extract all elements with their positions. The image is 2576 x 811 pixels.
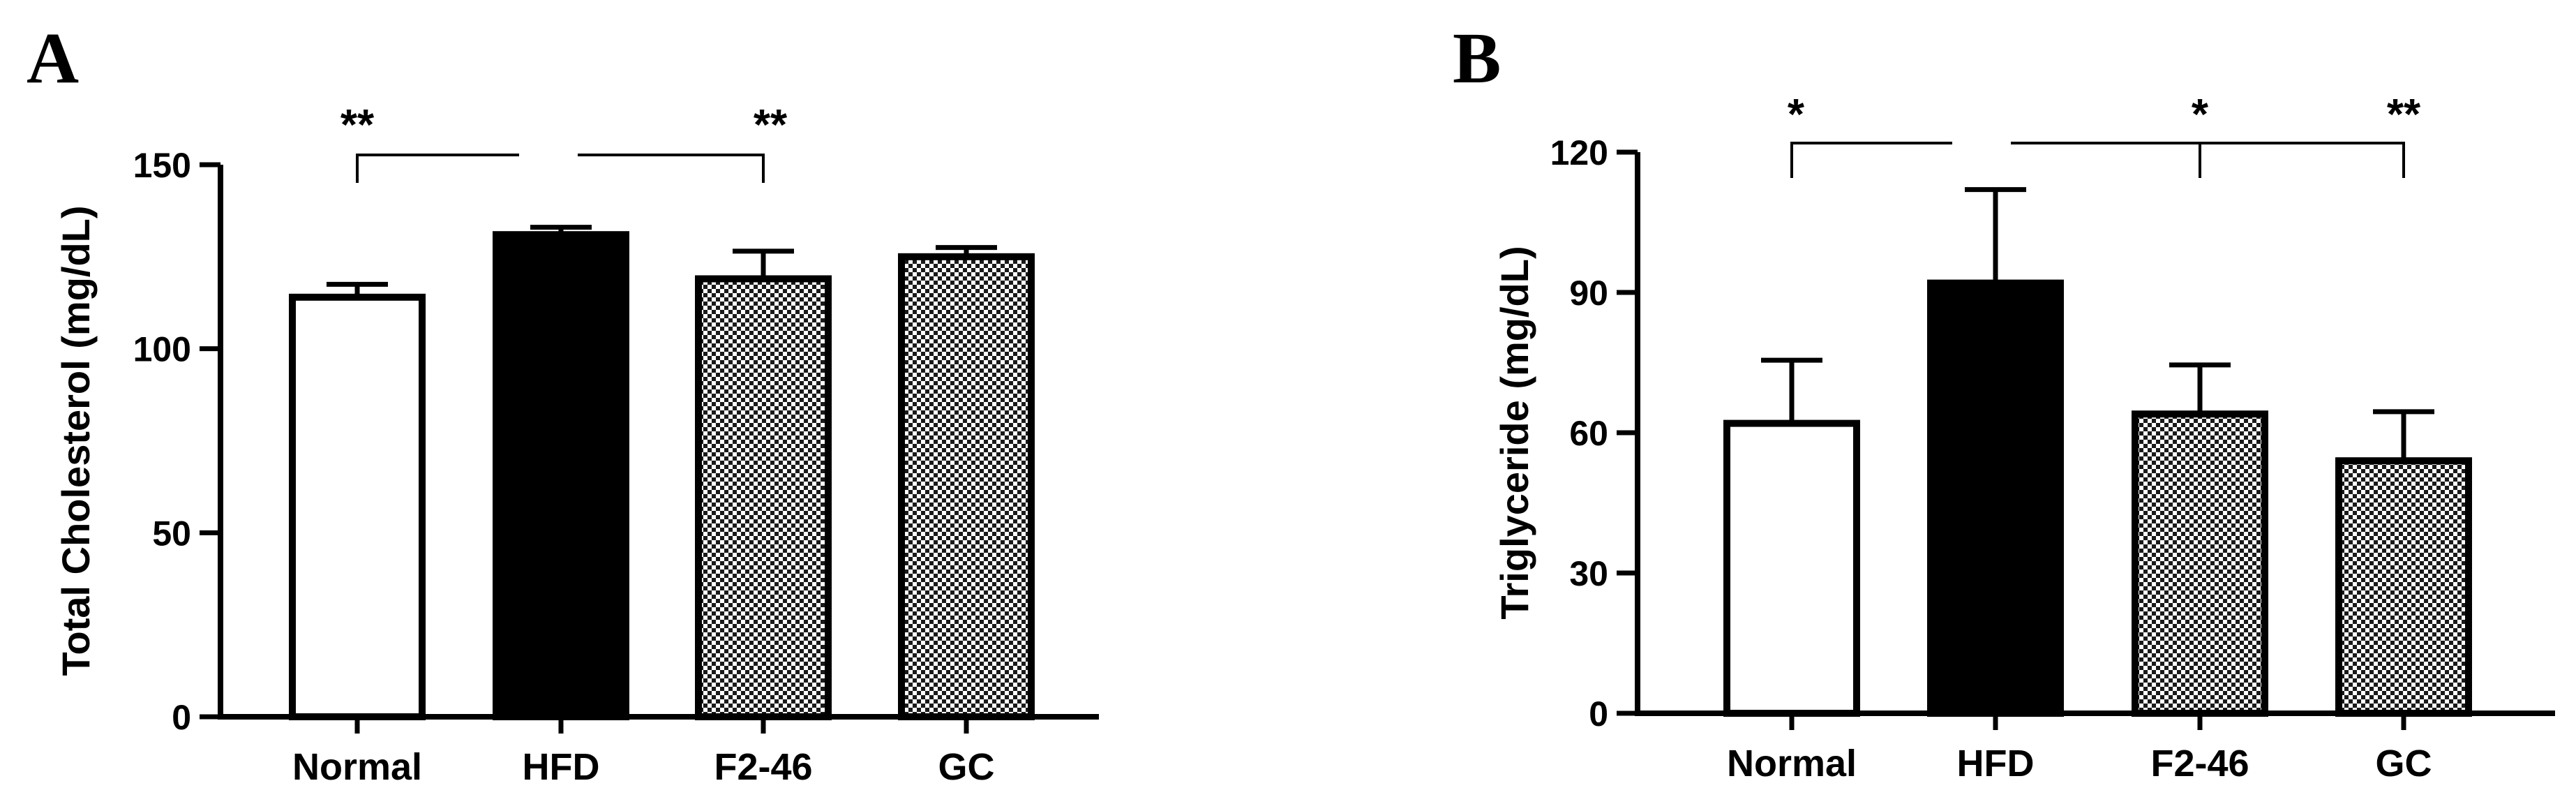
panel-b-y-tick-label-0: 0 (1589, 694, 1608, 734)
panel-b-y-tick-label-3: 90 (1569, 274, 1608, 313)
panel-b-bar-3 (2335, 457, 2472, 717)
panel-a-y-tick-label-3: 150 (133, 146, 191, 185)
panel-b-bar-0 (1723, 419, 1860, 717)
panel-a-y-tick-label-2: 100 (133, 330, 191, 369)
panel-b-sig-label-1: * (2192, 91, 2209, 139)
panel-a-category-label-2: F2-46 (714, 746, 812, 788)
panel-a-y-tick-label-1: 50 (152, 514, 191, 553)
panel-a-category-label-3: GC (938, 746, 995, 788)
panel-b-category-label-2: F2-46 (2150, 743, 2249, 784)
panel-a-bar-3 (898, 253, 1035, 721)
panel-b-sig-label-2: ** (2387, 91, 2421, 139)
panel-b-letter: B (1453, 18, 1501, 98)
panel-b-y-axis-title: Triglyceride (mg/dL) (1492, 246, 1536, 619)
panel-b: B Triglyceride (mg/dL) Normal HFD F2-46 GC 0 30… (1453, 18, 2555, 784)
panel-a-category-label-1: HFD (523, 746, 600, 788)
panel-b-y-tick-label-4: 120 (1550, 133, 1608, 172)
panel-b-category-label-3: GC (2376, 743, 2432, 784)
panel-a-y-axis-title: Total Cholesterol (mg/dL) (54, 205, 98, 676)
panel-a-y-tick-label-0: 0 (172, 698, 191, 737)
panel-a-bar-1 (493, 231, 629, 720)
panel-a-sig-label-0: ** (340, 101, 375, 149)
panel-b-bar-2 (2132, 410, 2268, 717)
panel-b-y-tick-label-1: 30 (1569, 554, 1608, 593)
panel-a-bar-2 (695, 275, 832, 720)
panel-b-category-label-0: Normal (1727, 743, 1857, 784)
panel-b-y-tick-label-2: 60 (1569, 414, 1608, 453)
panel-a-letter: A (27, 18, 79, 98)
panel-b-bar-1 (1927, 279, 2064, 717)
panel-a: A Total Cholesterol (mg/dL) Normal HFD F2-46… (27, 18, 1099, 788)
panel-a-category-label-0: Normal (292, 746, 422, 788)
panel-a-bar-0 (289, 293, 426, 720)
panel-a-sig-bracket-1 (578, 154, 765, 183)
panel-b-sig-bracket-1 (2011, 142, 2405, 178)
panel-a-sig-label-1: ** (754, 101, 788, 149)
panel-a-sig-bracket-0 (356, 154, 519, 183)
panel-b-sig-label-0: * (1788, 91, 1805, 139)
panel-b-sig-bracket-0 (1790, 142, 1952, 178)
panel-b-category-label-1: HFD (1957, 743, 2035, 784)
